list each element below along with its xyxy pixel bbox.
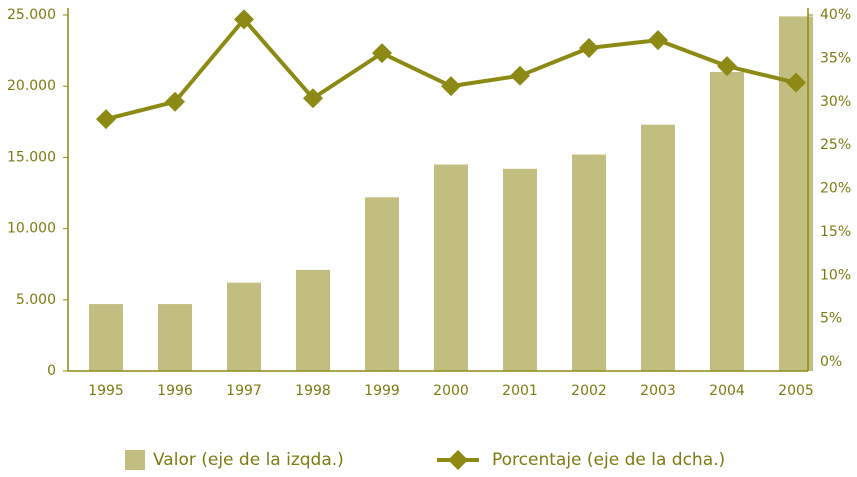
marker [96,109,116,130]
legend-marker [448,450,468,470]
legend-swatch [125,450,145,470]
y2-tick-label: 25% [820,137,851,153]
legend-label: Valor (eje de la izqda.) [153,450,344,470]
x-tick-label: 1999 [364,383,400,399]
bar [641,124,675,371]
marker [717,56,737,77]
marker [648,30,668,51]
y2-tick-label: 5% [820,311,842,327]
bar [296,269,330,371]
y2-tick-label: 20% [820,181,851,197]
y-tick-label: 20.000 [7,78,56,94]
bar [503,168,537,371]
x-tick-label: 2001 [502,383,538,399]
marker [441,76,461,97]
x-tick-label: 1995 [88,383,124,399]
y2-tick-label: 0% [820,354,842,370]
bar [158,304,192,371]
marker [372,43,392,64]
y-tick-label: 25.000 [7,7,56,23]
x-tick-label: 2004 [709,383,745,399]
x-tick-label: 2000 [433,383,469,399]
marker [510,65,530,86]
marker [786,72,806,93]
y-tick-label: 15.000 [7,149,56,165]
marker [303,88,323,109]
y-tick-label: 10.000 [7,221,56,237]
y2-tick-label: 40% [820,7,851,23]
x-tick-label: 1998 [295,383,331,399]
marker [579,37,599,58]
x-tick-label: 1997 [226,383,262,399]
y-tick-label: 0 [47,363,56,379]
y2-tick-label: 10% [820,267,851,283]
line [105,16,797,122]
bar [572,154,606,371]
x-tick-label: 2003 [640,383,676,399]
bar [365,197,399,371]
y2-tick-label: 35% [820,50,851,66]
bar [434,164,468,371]
x-tick-label: 2005 [778,383,814,399]
y-tick-label: 5.000 [16,292,56,308]
bar [89,304,123,371]
x-tick-label: 2002 [571,383,607,399]
marker [165,91,185,112]
bar [710,71,744,372]
bar [227,282,261,371]
y2-tick-label: 30% [820,94,851,110]
legend-label: Porcentaje (eje de la dcha.) [492,450,725,470]
marker [234,9,254,30]
x-tick-label: 1996 [157,383,193,399]
y2-tick-label: 15% [820,224,851,240]
